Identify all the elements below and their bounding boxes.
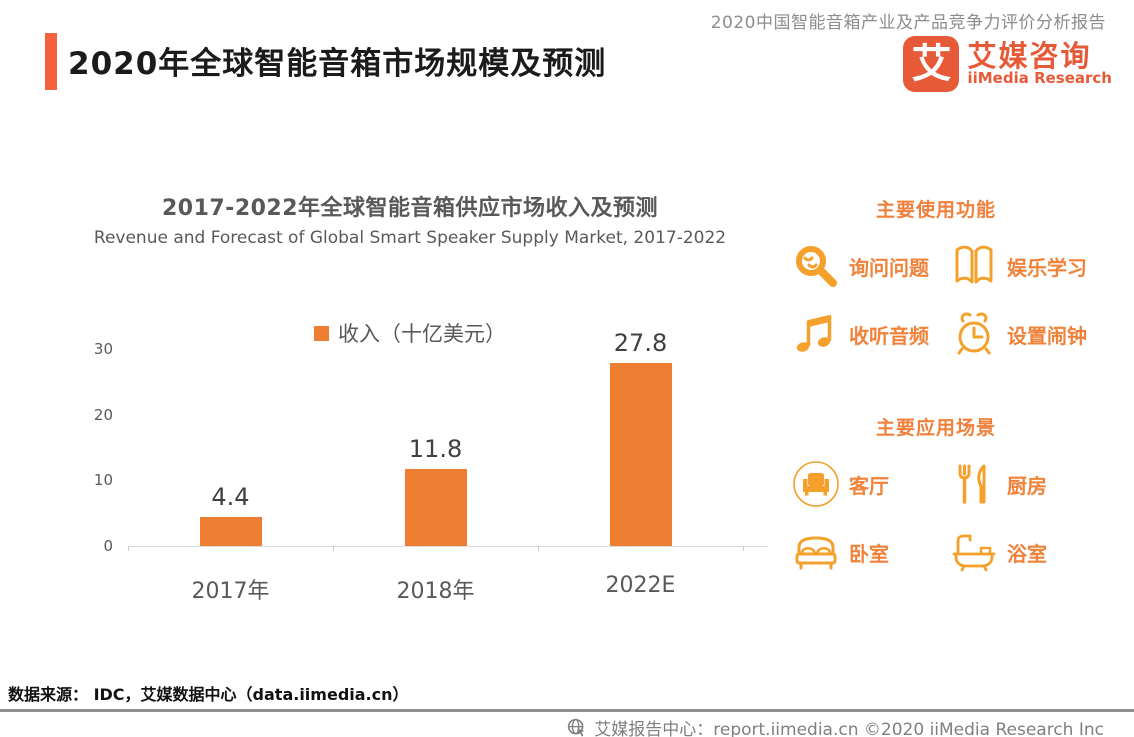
scenes-title: 主要应用场景 (875, 417, 996, 439)
scene-item: 客厅 (792, 460, 950, 508)
footer-divider (0, 709, 1134, 712)
iimedia-logo-icon: 艾 (903, 36, 960, 92)
y-axis-tick-label: 30 (93, 340, 113, 358)
legend-swatch (314, 325, 329, 341)
page-title: 2020年全球智能音箱市场规模及预测 (68, 46, 607, 82)
x-axis-category-label: 2022E (605, 573, 676, 598)
x-axis-category-label: 2017年 (191, 579, 270, 604)
bar-2017年 (199, 517, 262, 546)
iimedia-logo: 艾 艾媒咨询 iiMedia Research (903, 36, 1112, 92)
x-axis-tick (333, 546, 334, 551)
scene-item: 浴室 (950, 528, 1110, 576)
bed-icon (792, 528, 840, 576)
footer-text: 艾媒报告中心：report.iimedia.cn ©2020 iiMedia R… (594, 720, 1104, 737)
chart-title: 2017-2022年全球智能音箱供应市场收入及预测 (161, 196, 659, 221)
bar-chart: 收入（十亿美元） 0 10 20 30 4.4 2017年 11.8 2018年 27.8 202… (60, 300, 780, 610)
scene-label: 厨房 (1007, 473, 1047, 498)
feature-item: 设置闹钟 (950, 310, 1110, 358)
sofa-icon (792, 460, 840, 508)
logo-name-en: iiMedia Research (967, 69, 1112, 88)
magnifier-face-icon (792, 242, 840, 290)
bar-2018年 (404, 469, 467, 546)
feature-label: 收听音频 (849, 323, 929, 348)
bar-value-label: 11.8 (408, 435, 463, 463)
scene-label: 卧室 (849, 541, 889, 566)
bar-value-label: 27.8 (613, 329, 668, 357)
feature-label: 询问问题 (849, 255, 929, 280)
feature-label: 设置闹钟 (1007, 323, 1087, 348)
y-axis-tick-label: 20 (93, 405, 113, 424)
scene-label: 客厅 (849, 473, 889, 498)
scene-item: 厨房 (950, 460, 1110, 508)
globe-cursor-icon (566, 717, 587, 737)
cutlery-icon (950, 460, 998, 508)
bar-2022E (609, 363, 672, 546)
y-axis-tick-label: 0 (103, 537, 113, 555)
report-series-label: 2020中国智能音箱产业及产品竞争力评价分析报告 (710, 13, 1106, 33)
x-axis-category-label: 2018年 (396, 579, 475, 604)
scene-label: 浴室 (1007, 541, 1047, 566)
x-axis-tick (743, 546, 744, 551)
features-panel: 主要使用功能 询问问题 (780, 195, 1110, 358)
feature-item: 收听音频 (792, 310, 950, 358)
feature-item: 询问问题 (792, 242, 950, 290)
bathtub-icon (950, 528, 998, 576)
logo-name-cn: 艾媒咨询 (967, 38, 1092, 73)
x-axis-tick (538, 546, 539, 551)
feature-label: 娱乐学习 (1007, 255, 1087, 280)
footer: 艾媒报告中心：report.iimedia.cn ©2020 iiMedia R… (566, 715, 1104, 737)
data-source-note: 数据来源： IDC，艾媒数据中心（data.iimedia.cn） (8, 685, 409, 704)
alarm-clock-icon (950, 310, 998, 358)
music-notes-icon (792, 310, 840, 358)
scenes-panel: 主要应用场景 客厅 (780, 413, 1110, 576)
x-axis-tick (128, 546, 129, 551)
scene-item: 卧室 (792, 528, 950, 576)
y-axis-tick-label: 10 (93, 471, 113, 490)
chart-subtitle: Revenue and Forecast of Global Smart Spe… (93, 228, 727, 248)
legend-label: 收入（十亿美元） (338, 322, 506, 346)
bar-value-label: 4.4 (211, 483, 250, 511)
chart-legend: 收入（十亿美元） (60, 318, 760, 348)
open-book-icon (950, 242, 998, 290)
feature-item: 娱乐学习 (950, 242, 1110, 290)
title-accent-bar (45, 33, 57, 90)
x-axis-line (128, 546, 768, 547)
features-title: 主要使用功能 (875, 199, 996, 221)
